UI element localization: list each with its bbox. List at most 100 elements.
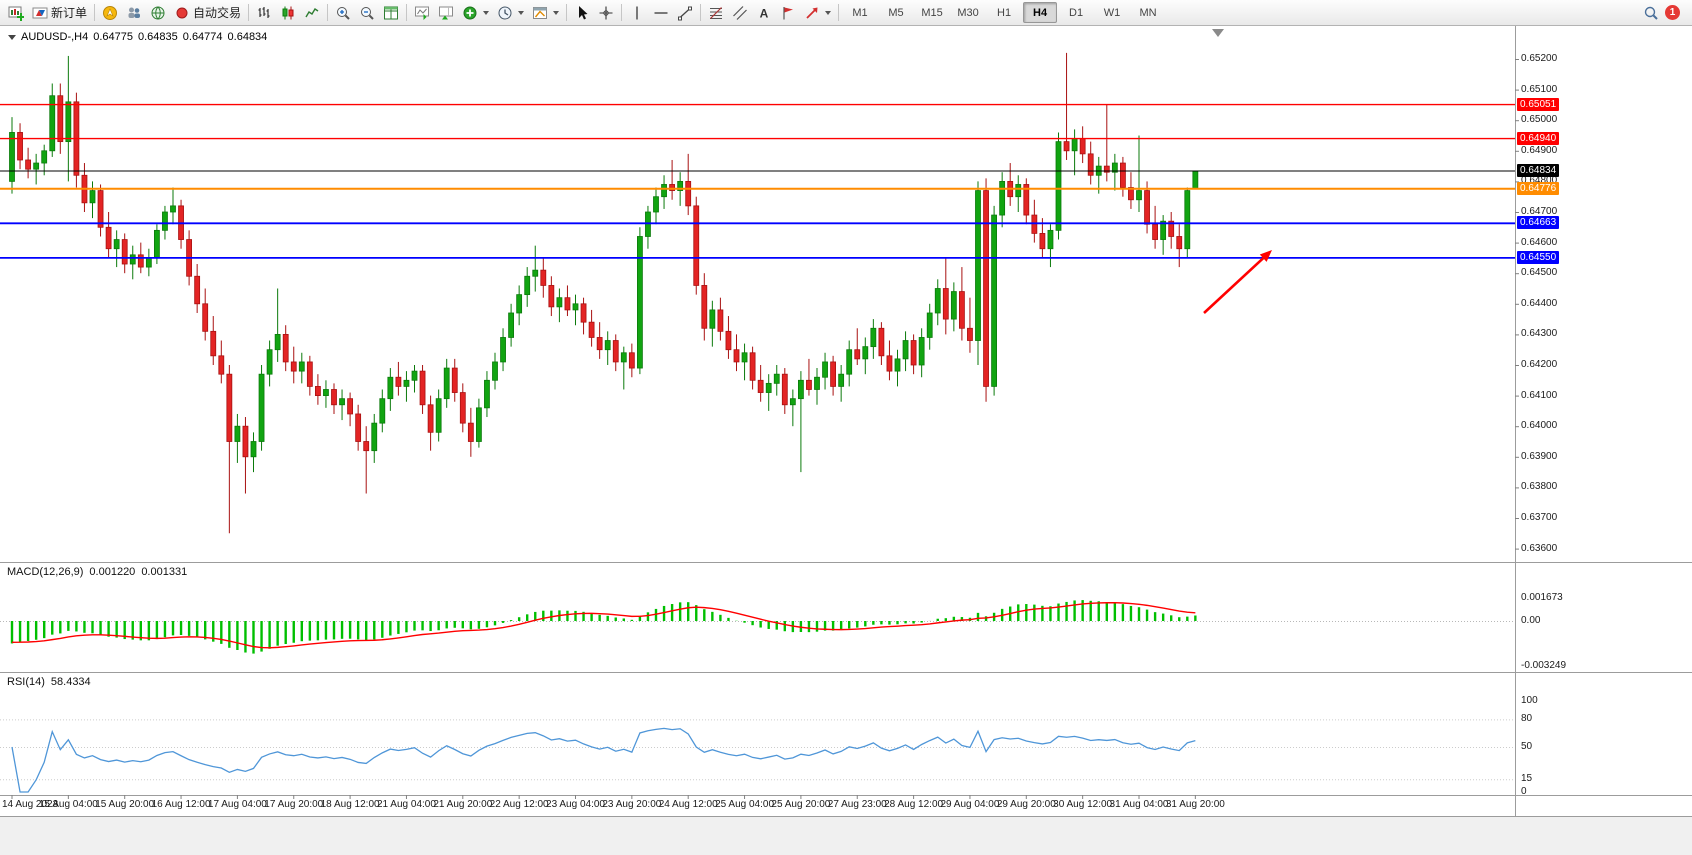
toolbar-separator [406,4,408,21]
channel-tool-button[interactable] [728,2,752,24]
macd-signal-value: 0.001331 [141,566,188,578]
channel-icon [733,5,747,20]
crosshair-tool-button[interactable] [594,2,618,24]
new-order-button[interactable]: 新订单 [28,2,91,24]
new-order-label: 新订单 [51,6,88,20]
horizontal-line-icon [654,11,668,14]
chevron-down-icon [518,10,525,15]
pane-dividers [0,26,1692,817]
toolbar-separator [327,4,329,21]
line-chart-icon [305,7,319,17]
macd-signal-line [11,602,1196,649]
globe-icon [151,6,165,19]
templates-button[interactable] [528,2,563,24]
toolbar-separator [700,4,702,21]
timeframe-button-m5[interactable]: M5 [888,6,904,19]
trendline-tool-button[interactable] [673,2,697,24]
indicator-level-lines [0,621,1515,781]
tile-windows-button[interactable] [379,2,403,24]
ohlc-low: 0.64774 [182,31,223,43]
metaeditor-button[interactable] [98,2,122,24]
chart-shift-marker[interactable] [1212,29,1224,37]
auto-scroll-icon [415,6,430,20]
chevron-down-icon [553,10,560,15]
notification-badge[interactable]: 1 [1665,5,1680,20]
template-icon [533,6,548,19]
toolbar: 新订单 自动交易 [0,0,1692,26]
auto-trading-button[interactable]: 自动交易 [170,2,245,24]
label-tool-button[interactable] [776,2,800,24]
line-chart-mode-button[interactable] [300,2,324,24]
toolbar-separator [94,4,96,21]
indicators-button[interactable] [458,2,493,24]
new-chart-icon [8,6,24,21]
bar-chart-mode-button[interactable] [252,2,276,24]
search-icon[interactable] [1643,5,1659,21]
ohlc-open: 0.64775 [93,31,133,43]
fibonacci-icon [710,6,723,19]
add-indicator-icon [463,6,477,19]
symbol-dropdown-icon[interactable] [8,34,16,40]
cursor-tool-button[interactable] [570,2,594,24]
cursor-icon [579,5,588,19]
auto-scroll-button[interactable] [410,2,434,24]
candles-series [9,52,1199,534]
chart-background [0,26,1692,816]
timeframe-button-h1[interactable]: H1 [997,6,1012,19]
auto-trading-status-icon [176,7,188,18]
time-axis-ticks [11,59,1519,799]
crosshair-icon [599,6,613,19]
timeframe-button-m15[interactable]: M15 [921,6,943,19]
zoom-out-button[interactable] [355,2,379,24]
zoom-in-icon [337,6,350,20]
vertical-line-tool-button[interactable] [625,2,649,24]
chart-header: AUDUSD-,H4 0.64775 0.64835 0.64774 0.648… [8,31,267,43]
chart-shift-icon [439,6,454,19]
horizontal-line-tool-button[interactable] [649,2,673,24]
macd-main-value: 0.001220 [89,566,136,578]
trend-arrow-annotation[interactable] [1203,250,1272,314]
chevron-down-icon [483,10,490,15]
fibonacci-tool-button[interactable] [704,2,728,24]
flag-label-icon [783,6,794,19]
macd-pane-label: MACD(12,26,9) 0.001220 0.001331 [7,566,187,578]
community-button[interactable] [146,2,170,24]
ohlc-high: 0.64835 [138,31,178,43]
new-chart-button[interactable] [4,2,28,24]
compass-icon [103,5,118,20]
horizontal-lines[interactable] [0,103,1515,259]
candlestick-mode-button[interactable] [276,2,300,24]
candlestick-icon [282,6,294,19]
timeframe-button-mn[interactable]: MN [1139,6,1157,19]
rsi-line [11,727,1196,793]
toolbar-separator [621,4,623,21]
chart-shift-button[interactable] [434,2,458,24]
trendline-icon [678,6,693,20]
svg-text:A: A [760,6,769,20]
users-icon [128,7,141,18]
toolbar-separator [566,4,568,21]
text-tool-button[interactable]: A [752,2,776,24]
timeframe-button-m1[interactable]: M1 [852,6,868,19]
toolbar-right: 1 [1643,5,1688,21]
accounts-button[interactable] [122,2,146,24]
tile-windows-icon [384,6,399,19]
rsi-name: RSI(14) [7,676,45,688]
ohlc-close: 0.64834 [227,31,268,43]
auto-trading-label: 自动交易 [193,6,242,20]
timeframe-button-m30[interactable]: M30 [957,6,979,19]
rsi-pane-label: RSI(14) 58.4334 [7,676,91,688]
vertical-line-icon [636,6,638,19]
chart-symbol: AUDUSD-,H4 [21,31,89,43]
text-tool-icon: A [760,6,769,20]
timeframe-button-h4[interactable]: H4 [1023,2,1058,23]
timeframe-toolbar: M1 M5 M15 M30 H1 H4 D1 W1 MN [842,2,1166,23]
ohlc-bars-icon [258,6,270,18]
zoom-in-button[interactable] [331,2,355,24]
timeframe-button-w1[interactable]: W1 [1103,6,1121,19]
arrows-tool-button[interactable] [800,2,835,24]
periods-button[interactable] [493,2,528,24]
arrow-object-icon [806,7,818,19]
timeframe-button-d1[interactable]: D1 [1069,6,1084,19]
